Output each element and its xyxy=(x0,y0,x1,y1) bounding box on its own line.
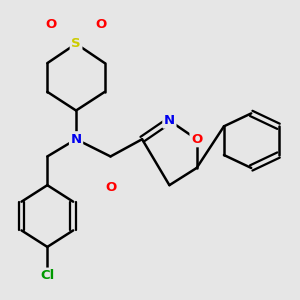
Text: S: S xyxy=(71,37,81,50)
Text: Cl: Cl xyxy=(40,269,55,282)
Text: O: O xyxy=(105,181,116,194)
Text: O: O xyxy=(191,133,202,146)
Text: N: N xyxy=(164,114,175,127)
Text: O: O xyxy=(45,18,57,31)
Text: N: N xyxy=(70,133,82,146)
Text: O: O xyxy=(96,18,107,31)
